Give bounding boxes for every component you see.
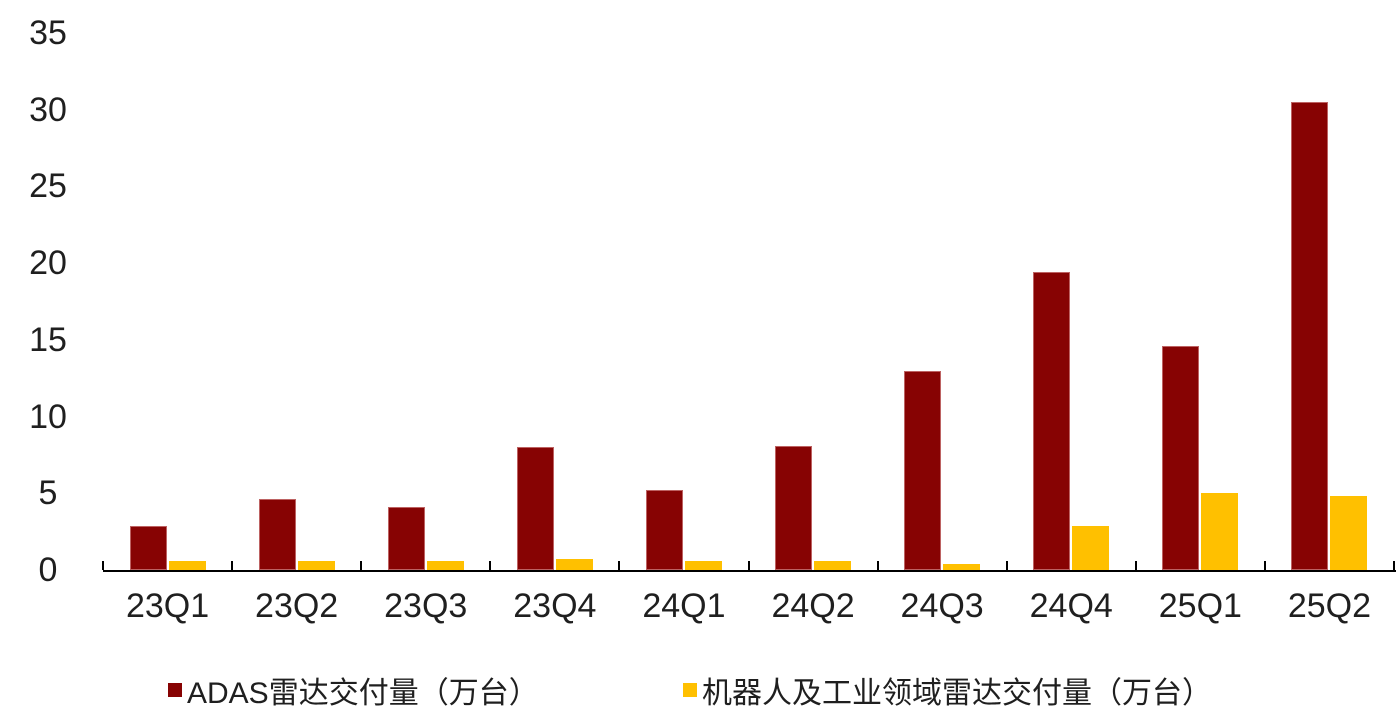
x-axis-label-23Q2: 23Q2	[255, 587, 339, 625]
x-axis-label-25Q2: 25Q2	[1287, 587, 1372, 625]
bar-adas-24Q1	[645, 490, 683, 570]
x-axis-label-24Q2: 24Q2	[771, 587, 855, 625]
x-axis-tick	[747, 561, 750, 570]
bar-adas-23Q4	[516, 447, 554, 570]
bar-robot-25Q1	[1201, 493, 1239, 570]
bar-robot-23Q1	[168, 560, 206, 570]
x-axis-label-24Q1: 24Q1	[642, 587, 726, 625]
plot-area	[103, 33, 1394, 570]
y-axis-label: 35	[29, 14, 67, 52]
y-axis-label: 20	[29, 244, 67, 283]
x-axis-tick	[1393, 561, 1395, 570]
bar-robot-23Q2	[297, 560, 335, 570]
legend-item-robot: 机器人及工业领域雷达交付量（万台）	[683, 670, 1212, 710]
x-axis-line	[103, 570, 1396, 572]
x-axis-tick	[1134, 561, 1137, 570]
y-axis-label: 30	[29, 90, 67, 129]
x-axis-label-23Q4: 23Q4	[513, 587, 597, 625]
bar-adas-24Q3	[904, 370, 942, 570]
bar-robot-24Q3	[943, 563, 981, 570]
x-axis-tick	[876, 561, 879, 570]
bar-adas-25Q2	[1291, 102, 1329, 570]
bar-adas-25Q1	[1162, 346, 1200, 570]
x-axis-label-25Q1: 25Q1	[1158, 587, 1242, 625]
x-axis-tick	[231, 561, 234, 570]
legend-label-robot: 机器人及工业领域雷达交付量（万台）	[702, 677, 1212, 710]
x-axis-tick	[489, 561, 492, 570]
x-axis-tick	[360, 561, 363, 570]
x-axis-tick	[1263, 561, 1266, 570]
bar-robot-24Q1	[684, 560, 722, 570]
legend-swatch-adas	[168, 683, 182, 697]
bar-adas-23Q1	[129, 525, 167, 570]
bar-adas-24Q4	[1033, 272, 1071, 570]
legend-swatch-robot	[683, 683, 697, 697]
bar-adas-24Q2	[775, 445, 813, 570]
bar-robot-25Q2	[1330, 496, 1368, 570]
x-axis-label-24Q3: 24Q3	[900, 587, 984, 625]
y-axis-label: 15	[29, 320, 67, 359]
legend-label-adas: ADAS雷达交付量（万台）	[187, 677, 539, 710]
x-axis-tick	[618, 561, 621, 570]
y-axis-label: 10	[29, 397, 67, 436]
bar-adas-23Q3	[387, 507, 425, 570]
bar-robot-24Q4	[1072, 525, 1110, 570]
bar-robot-23Q3	[426, 560, 464, 570]
legend-item-adas: ADAS雷达交付量（万台）	[168, 670, 539, 710]
x-axis-label-23Q3: 23Q3	[384, 587, 468, 625]
bar-robot-23Q4	[555, 559, 593, 570]
y-axis-label: 5	[38, 474, 58, 513]
y-axis-label: 0	[38, 551, 58, 589]
bar-robot-24Q2	[814, 560, 852, 570]
bar-adas-23Q2	[258, 499, 296, 570]
x-axis-label-24Q4: 24Q4	[1029, 587, 1113, 625]
y-axis-label: 25	[29, 167, 67, 206]
x-axis-tick	[1005, 561, 1008, 570]
x-axis-tick	[102, 561, 104, 570]
x-axis-label-23Q1: 23Q1	[125, 587, 210, 625]
